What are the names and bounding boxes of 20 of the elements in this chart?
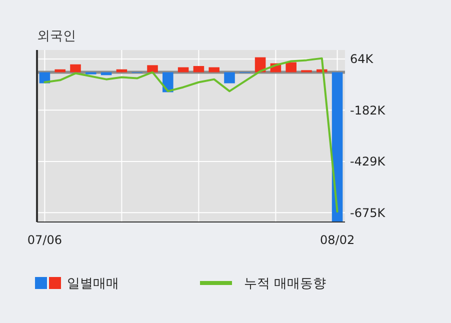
bar	[116, 69, 128, 72]
bar	[147, 65, 158, 72]
bar	[70, 64, 81, 72]
bar	[54, 69, 66, 72]
chart-title: 외국인	[37, 29, 76, 44]
bar	[224, 72, 235, 84]
bar	[193, 66, 204, 72]
bar	[208, 67, 220, 72]
y-tick-label: -675K	[350, 206, 386, 220]
y-tick-label: 64K	[350, 52, 374, 66]
legend-label: 일별매매	[67, 276, 119, 292]
bar	[178, 67, 189, 72]
y-tick-label: -429K	[350, 154, 386, 169]
line-series	[44, 57, 338, 213]
y-tick-label: -182K	[350, 103, 386, 118]
bar	[332, 72, 343, 222]
legend-label: 누적 매매동향	[244, 276, 326, 292]
bar	[286, 62, 296, 72]
x-tick-label: 08/02	[320, 233, 355, 247]
x-tick-label: 07/06	[27, 233, 62, 247]
